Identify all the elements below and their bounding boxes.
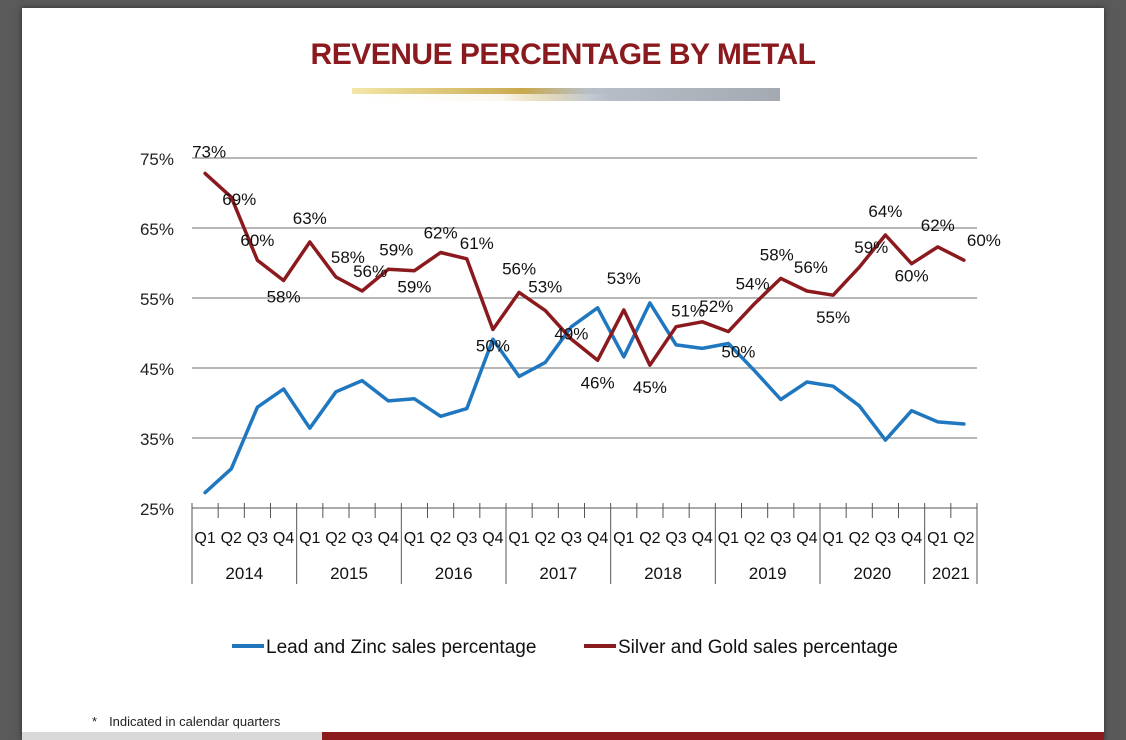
y-tick-label: 35% xyxy=(140,430,174,449)
x-tick-label: Q3 xyxy=(665,530,686,547)
x-tick-label: Q2 xyxy=(430,530,451,547)
data-label: 62% xyxy=(424,224,458,243)
x-group-label: 2018 xyxy=(644,564,682,583)
x-group-label: 2019 xyxy=(749,564,787,583)
title-decoration-shading xyxy=(352,94,780,102)
x-tick-label: Q2 xyxy=(744,530,765,547)
x-tick-label: Q4 xyxy=(587,530,608,547)
x-tick-label: Q3 xyxy=(456,530,477,547)
data-label: 69% xyxy=(222,190,256,209)
data-label: 46% xyxy=(581,373,615,392)
data-label: 51% xyxy=(671,302,705,321)
x-tick-label: Q1 xyxy=(822,530,843,547)
x-group-label: 2014 xyxy=(225,564,263,583)
footer-stripe-gray xyxy=(22,732,322,740)
x-tick-label: Q4 xyxy=(378,530,399,547)
data-label: 59% xyxy=(854,238,888,257)
x-group-label: 2020 xyxy=(853,564,891,583)
x-tick-label: Q3 xyxy=(247,530,268,547)
x-group-label: 2015 xyxy=(330,564,368,583)
footnote: * Indicated in calendar quarters xyxy=(92,714,280,729)
data-label: 61% xyxy=(460,234,494,253)
y-tick-label: 25% xyxy=(140,500,174,519)
data-label: 58% xyxy=(331,248,365,267)
footnote-text: Indicated in calendar quarters xyxy=(109,714,281,729)
data-label: 53% xyxy=(528,278,562,297)
y-tick-label: 75% xyxy=(140,150,174,169)
data-label: 56% xyxy=(502,259,536,278)
data-label: 60% xyxy=(240,231,274,250)
data-label: 53% xyxy=(607,269,641,288)
data-label: 62% xyxy=(921,216,955,235)
x-tick-label: Q4 xyxy=(692,530,713,547)
y-tick-label: 65% xyxy=(140,220,174,239)
footer-stripe-red xyxy=(322,732,1104,740)
x-tick-label: Q1 xyxy=(613,530,634,547)
x-tick-label: Q1 xyxy=(718,530,739,547)
x-group-label: 2017 xyxy=(539,564,577,583)
x-tick-label: Q2 xyxy=(953,530,974,547)
x-tick-label: Q3 xyxy=(561,530,582,547)
data-label: 52% xyxy=(699,297,733,316)
data-label: 60% xyxy=(895,267,929,286)
x-tick-label: Q4 xyxy=(901,530,922,547)
data-label: 56% xyxy=(794,258,828,277)
data-label: 58% xyxy=(267,288,301,307)
x-tick-label: Q2 xyxy=(639,530,660,547)
x-tick-label: Q2 xyxy=(221,530,242,547)
x-tick-label: Q1 xyxy=(927,530,948,547)
chart-title: REVENUE PERCENTAGE BY METAL xyxy=(310,38,816,71)
data-label: 59% xyxy=(379,240,413,259)
x-tick-label: Q1 xyxy=(299,530,320,547)
data-label: 56% xyxy=(353,262,387,281)
data-label: 63% xyxy=(293,209,327,228)
data-label: 55% xyxy=(816,308,850,327)
data-label: 60% xyxy=(967,231,1001,250)
x-tick-label: Q4 xyxy=(273,530,294,547)
data-label: 54% xyxy=(736,275,770,294)
x-tick-label: Q4 xyxy=(482,530,503,547)
x-tick-label: Q3 xyxy=(351,530,372,547)
x-tick-label: Q3 xyxy=(770,530,791,547)
x-tick-label: Q1 xyxy=(194,530,215,547)
x-tick-label: Q1 xyxy=(404,530,425,547)
x-tick-label: Q2 xyxy=(325,530,346,547)
y-tick-label: 45% xyxy=(140,360,174,379)
footnote-marker: * xyxy=(92,714,98,729)
legend-label-silver-gold: Silver and Gold sales percentage xyxy=(618,637,898,658)
data-label: 73% xyxy=(192,142,226,161)
data-label: 64% xyxy=(868,202,902,221)
data-label: 59% xyxy=(397,278,431,297)
lead-zinc-series-line xyxy=(203,301,966,495)
x-tick-label: Q4 xyxy=(796,530,817,547)
data-label: 58% xyxy=(760,245,794,264)
x-group-label: 2021 xyxy=(932,564,970,583)
data-label: 50% xyxy=(476,337,510,356)
data-label: 45% xyxy=(633,378,667,397)
legend-label-lead-zinc: Lead and Zinc sales percentage xyxy=(266,637,536,658)
x-group-label: 2016 xyxy=(435,564,473,583)
slide: REVENUE PERCENTAGE BY METAL 75% 65% 55% 45%… xyxy=(22,8,1104,740)
x-tick-label: Q1 xyxy=(508,530,529,547)
x-tick-label: Q2 xyxy=(535,530,556,547)
data-label: 50% xyxy=(721,343,755,362)
x-tick-label: Q3 xyxy=(875,530,896,547)
y-tick-label: 55% xyxy=(140,290,174,309)
silver-gold-series-line xyxy=(203,171,966,367)
line-chart: 75% 65% 55% 45% 35% 25% Q1 Q2 Q3 Q4 Q1 Q2 Q3 Q4 Q1 Q2 Q3… xyxy=(140,142,1001,658)
data-label: 49% xyxy=(554,324,588,343)
x-tick-label: Q2 xyxy=(849,530,870,547)
